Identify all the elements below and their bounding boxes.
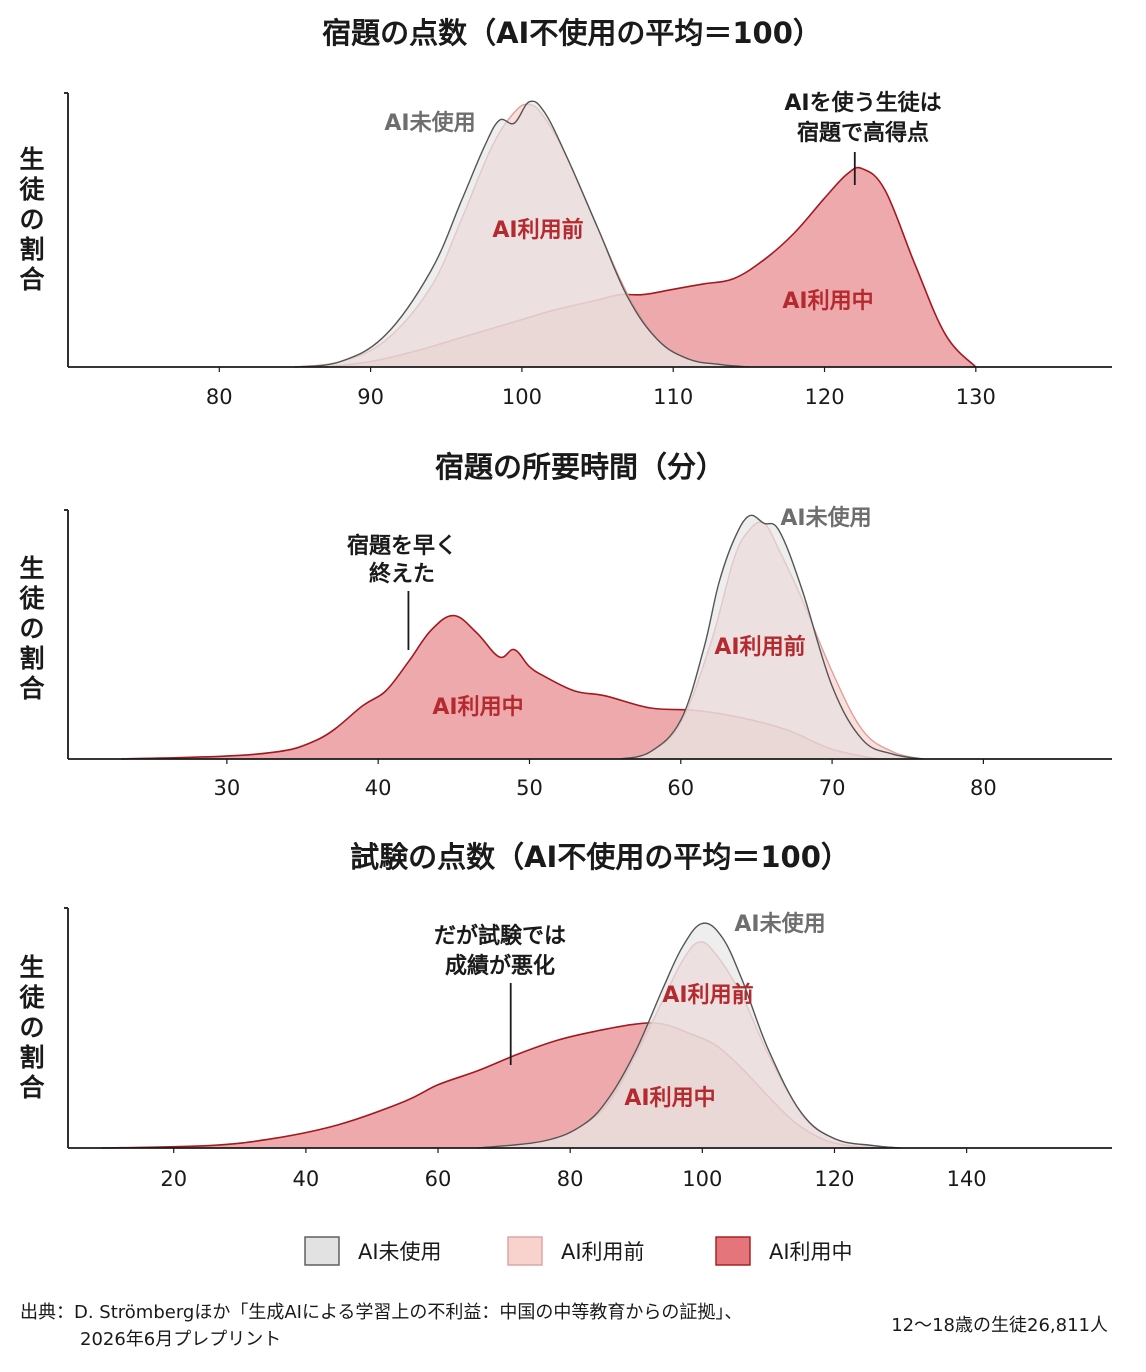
x-tick-label: 70 xyxy=(819,776,846,800)
x-tick-label: 40 xyxy=(365,776,392,800)
y-axis-label-char: 割 xyxy=(19,1043,44,1072)
annotation-text: AIを使う生徒は xyxy=(784,90,941,116)
x-tick-label: 60 xyxy=(667,776,694,800)
y-axis-label-char: の xyxy=(19,1013,44,1042)
sample-size: 12〜18歳の生徒26,811人 xyxy=(891,1315,1108,1336)
x-tick-label: 80 xyxy=(557,1167,584,1191)
x-tick-label: 100 xyxy=(682,1167,722,1191)
legend-swatch-before xyxy=(507,1236,543,1266)
y-axis-label-char: 合 xyxy=(19,1073,45,1102)
series-label-during: AI利用中 xyxy=(624,1086,715,1111)
legend: AI未使用 AI利用前 AI利用中 xyxy=(304,1236,853,1266)
legend-label-none: AI未使用 xyxy=(358,1240,442,1264)
y-axis-label-char: 合 xyxy=(19,265,45,294)
x-tick-label: 80 xyxy=(970,776,997,800)
line-none xyxy=(294,100,749,368)
x-tick-label: 100 xyxy=(502,385,542,409)
area-during xyxy=(325,167,976,367)
area-none xyxy=(295,101,749,367)
x-tick-label: 90 xyxy=(357,385,384,409)
legend-label-before: AI利用前 xyxy=(561,1240,645,1264)
line-none xyxy=(620,514,924,760)
series-label-before: AI利用前 xyxy=(662,982,753,1008)
panel-title: 宿題の所要時間（分） xyxy=(435,450,725,484)
series-label-none: AI未使用 xyxy=(780,506,871,531)
x-tick-label: 50 xyxy=(516,776,543,800)
y-axis-label-char: の xyxy=(19,614,44,643)
annotation-text: 宿題を早く xyxy=(347,533,457,559)
legend-swatch-none xyxy=(304,1236,340,1266)
y-axis-label-char: 生 xyxy=(19,554,44,583)
x-tick-label: 40 xyxy=(293,1167,320,1191)
x-tick-label: 120 xyxy=(814,1167,854,1191)
y-axis-label-char: 割 xyxy=(19,235,44,264)
x-tick-label: 60 xyxy=(425,1167,452,1191)
series-label-before: AI利用前 xyxy=(714,634,805,660)
y-axis-label-char: 徒 xyxy=(18,983,45,1012)
source-line-1: 出典：D. Strömbergほか「生成AIによる学習上の不利益：中国の中等教育… xyxy=(20,1302,742,1323)
y-axis-label-char: の xyxy=(19,205,44,234)
x-tick-label: 80 xyxy=(206,385,233,409)
x-tick-label: 20 xyxy=(160,1167,187,1191)
x-tick-label: 110 xyxy=(653,385,693,409)
panel-title: 宿題の点数（AI不使用の平均＝100） xyxy=(322,16,822,50)
footer: 出典：D. Strömbergほか「生成AIによる学習上の不利益：中国の中等教育… xyxy=(20,1302,1108,1350)
series-label-before: AI利用前 xyxy=(492,217,583,243)
series-label-during: AI利用中 xyxy=(782,289,873,314)
y-axis-label-char: 生 xyxy=(19,953,44,982)
y-axis-label-char: 合 xyxy=(19,674,45,703)
panel-title: 試験の点数（AI不使用の平均＝100） xyxy=(350,840,850,874)
series-label-during: AI利用中 xyxy=(432,695,523,720)
x-tick-label: 140 xyxy=(947,1167,987,1191)
annotation-text: 宿題で高得点 xyxy=(797,120,929,146)
x-tick-label: 130 xyxy=(956,385,996,409)
area-none xyxy=(620,515,923,759)
line-none xyxy=(477,922,901,1149)
y-axis-label-char: 徒 xyxy=(18,175,45,204)
series-label-none: AI未使用 xyxy=(384,111,475,136)
legend-label-during: AI利用中 xyxy=(769,1240,853,1264)
x-tick-label: 30 xyxy=(214,776,241,800)
area-none xyxy=(477,923,901,1148)
legend-swatch-during xyxy=(715,1236,751,1266)
y-axis-label-char: 割 xyxy=(19,644,44,673)
source-line-2: 2026年6月プレプリント xyxy=(80,1329,281,1350)
x-tick-label: 120 xyxy=(804,385,844,409)
annotation-text: 成績が悪化 xyxy=(445,953,555,979)
annotation-text: だが試験では xyxy=(434,923,566,949)
y-axis-label-char: 徒 xyxy=(18,584,45,613)
annotation-text: 終えた xyxy=(369,561,435,587)
series-label-none: AI未使用 xyxy=(734,912,825,937)
y-axis-label-char: 生 xyxy=(19,145,44,174)
